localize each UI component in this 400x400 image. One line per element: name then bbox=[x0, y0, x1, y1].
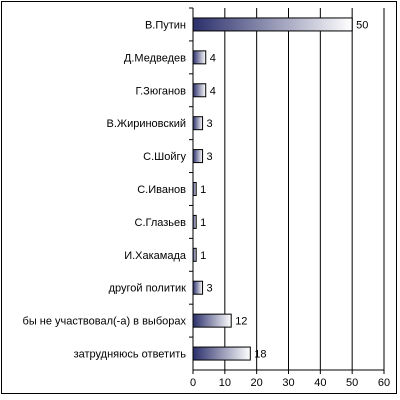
gridlines bbox=[224, 8, 385, 370]
value-label: 1 bbox=[200, 217, 206, 229]
category-label: И.Хакамада bbox=[124, 250, 187, 262]
bar bbox=[192, 50, 207, 65]
value-label: 1 bbox=[200, 184, 206, 196]
value-label: 1 bbox=[200, 250, 206, 262]
value-label: 3 bbox=[207, 151, 213, 163]
value-label: 50 bbox=[356, 19, 368, 31]
category-label: Г.Зюганов bbox=[136, 85, 187, 97]
value-label: 4 bbox=[210, 52, 216, 64]
value-label: 3 bbox=[207, 118, 213, 130]
category-label: Д.Медведев bbox=[124, 52, 186, 64]
x-tick-label: 10 bbox=[219, 377, 231, 389]
chart-frame bbox=[1, 1, 397, 394]
category-label: бы не участвовал(-а) в выборах bbox=[23, 316, 187, 328]
category-label: В.Путин bbox=[145, 19, 186, 31]
bar bbox=[192, 346, 251, 361]
labels: 0 10 20 30 40 50 60 В.Путин 50 Д.Медведев 4 Г.Зюган… bbox=[23, 19, 391, 389]
category-label: В.Жириновский bbox=[107, 118, 186, 130]
bars bbox=[192, 17, 353, 361]
bar bbox=[192, 247, 197, 262]
category-label: затрудняюсь ответить bbox=[74, 349, 187, 361]
x-tick-label: 0 bbox=[190, 377, 196, 389]
bar bbox=[192, 17, 353, 32]
bar bbox=[192, 116, 204, 131]
value-label: 12 bbox=[235, 316, 247, 328]
bar bbox=[192, 83, 207, 98]
bar bbox=[192, 182, 197, 196]
x-tick-label: 50 bbox=[346, 377, 358, 389]
bar bbox=[192, 313, 232, 328]
value-label: 4 bbox=[210, 85, 216, 97]
x-tick-label: 30 bbox=[282, 377, 294, 389]
x-tick-label: 60 bbox=[378, 377, 390, 389]
value-label: 3 bbox=[207, 283, 213, 295]
bar bbox=[192, 214, 197, 229]
category-label: С.Иванов bbox=[137, 184, 186, 196]
x-tick-label: 40 bbox=[314, 377, 326, 389]
category-label: С.Шойгу bbox=[143, 151, 186, 163]
category-label: С.Глазьев bbox=[135, 217, 187, 229]
bar bbox=[192, 149, 204, 164]
category-label: другой политик bbox=[109, 283, 187, 295]
bar bbox=[192, 280, 204, 295]
value-label: 18 bbox=[254, 349, 266, 361]
x-tick-label: 20 bbox=[251, 377, 263, 389]
